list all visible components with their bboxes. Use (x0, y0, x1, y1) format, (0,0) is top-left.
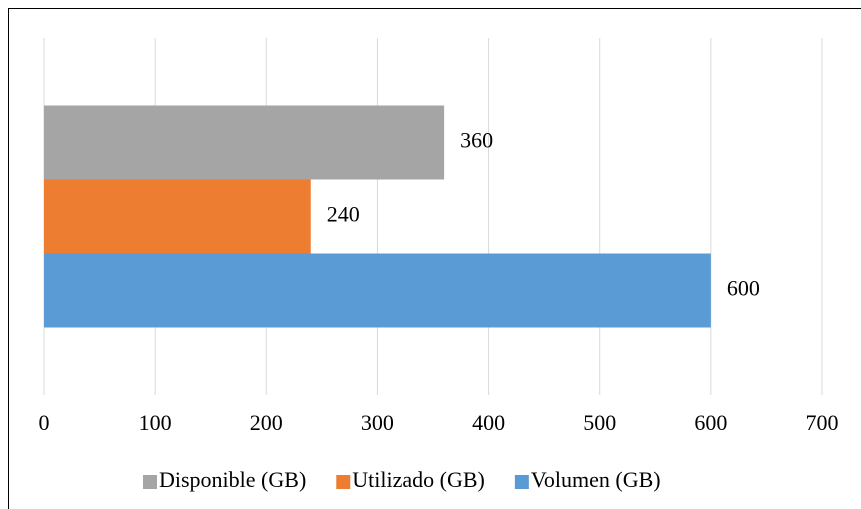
legend-label: Utilizado (GB) (352, 467, 485, 492)
x-tick-label: 400 (472, 410, 505, 435)
x-tick-label: 600 (694, 410, 727, 435)
legend-label: Volumen (GB) (531, 467, 661, 492)
legend-swatch (336, 475, 351, 489)
bar (44, 105, 445, 180)
bar (44, 179, 311, 254)
x-tick-label: 500 (583, 410, 616, 435)
x-tick-label: 700 (806, 410, 839, 435)
data-label: 240 (327, 202, 360, 227)
legend-swatch (143, 475, 157, 489)
x-tick-label: 300 (361, 410, 394, 435)
data-label: 600 (727, 276, 760, 301)
legend-swatch (514, 475, 529, 489)
legend-label: Disponible (GB) (159, 467, 306, 492)
bar (44, 253, 711, 328)
data-label: 360 (460, 128, 493, 153)
chart-border (8, 8, 861, 509)
x-tick-label: 100 (139, 410, 172, 435)
x-tick-label: 200 (250, 410, 283, 435)
x-tick-label: 0 (39, 410, 50, 435)
